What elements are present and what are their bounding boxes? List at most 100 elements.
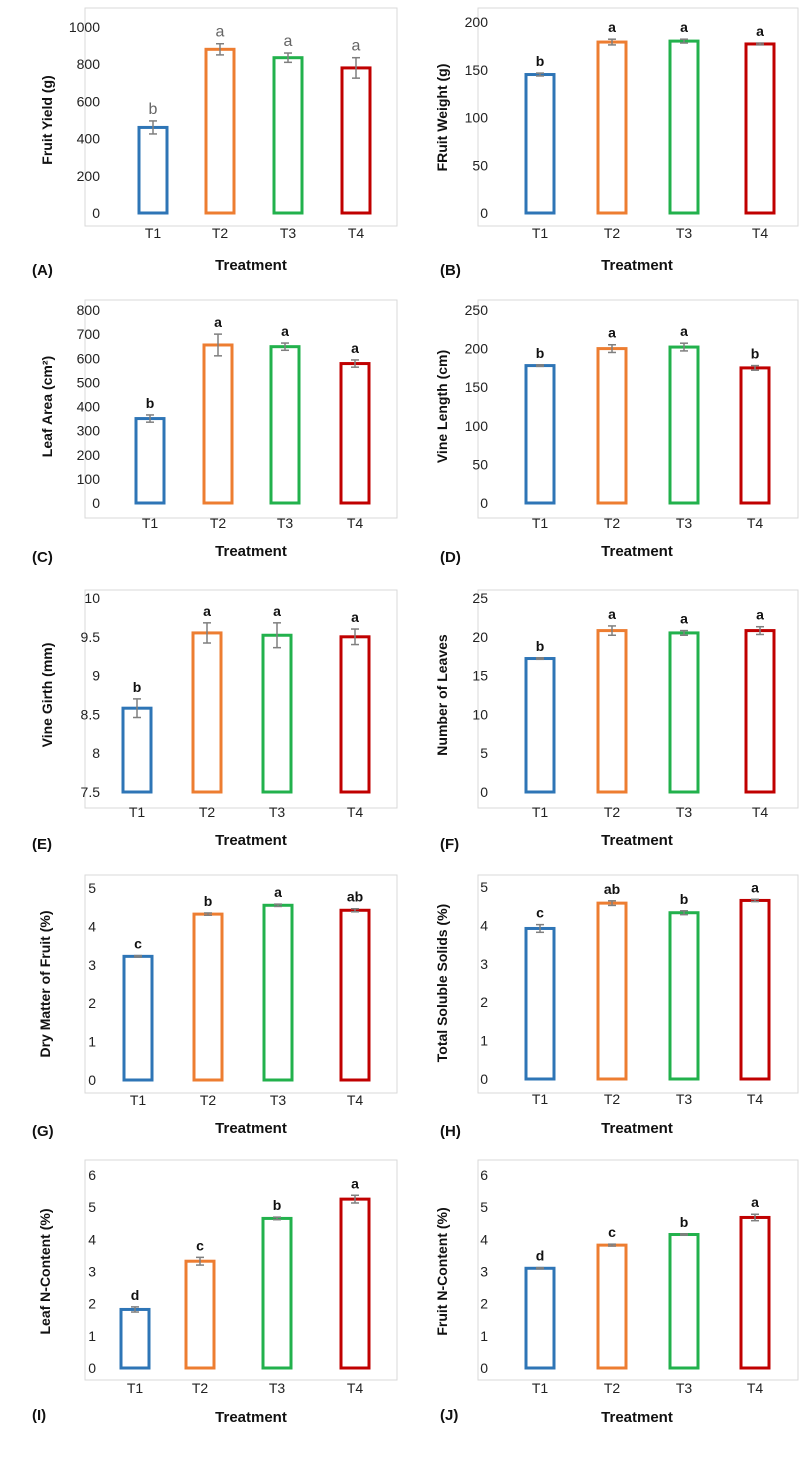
bar-T4 (339, 635, 371, 794)
y-tick-label: 25 (472, 590, 488, 606)
bar-T2 (202, 343, 234, 505)
y-tick-label: 1 (480, 1033, 488, 1049)
y-tick-label: 150 (465, 379, 489, 395)
chart-panel-6: 0 1 2 3 4 5 Dry Matter of Fruit (%) c T1 b T2 a T3 ab… (32, 874, 398, 1140)
error-bar (680, 629, 688, 636)
significance-letter: a (214, 314, 222, 330)
bar-T4 (744, 629, 776, 794)
bar-T3 (261, 1216, 293, 1370)
error-bar (149, 120, 157, 135)
plot-frame (84, 7, 398, 227)
error-bar (146, 414, 154, 423)
error-bar (608, 38, 616, 46)
y-tick-label: 10 (472, 706, 488, 722)
x-tick-label: T4 (747, 1091, 764, 1107)
significance-letter: b (536, 638, 545, 654)
y-tick-label: 4 (480, 917, 488, 933)
bar-T1 (122, 954, 154, 1082)
bar-T3 (668, 345, 700, 505)
significance-letter: a (680, 323, 688, 339)
plot-frame (84, 299, 398, 519)
y-tick-label: 6 (480, 1167, 488, 1183)
bar-T1 (524, 1266, 556, 1370)
chart-panel-0: 0 200 400 600 800 1000 Fruit Yield (g) b T1 a T2 a T… (32, 7, 398, 279)
bar-T3 (668, 39, 700, 215)
plot-frame (477, 874, 799, 1094)
error-bar (608, 343, 616, 354)
y-tick-label: 1 (88, 1328, 96, 1344)
panel-label: (I) (32, 1407, 46, 1424)
y-tick-label: 0 (480, 495, 488, 511)
bar-T2 (596, 1243, 628, 1370)
significance-letter: b (273, 1197, 282, 1213)
error-bar (608, 625, 616, 636)
y-tick-label: 5 (88, 880, 96, 896)
significance-letter: c (196, 1237, 204, 1253)
x-tick-label: T3 (277, 515, 294, 531)
y-axis-label: Fruit Yield (g) (39, 75, 55, 164)
y-tick-label: 100 (77, 471, 101, 487)
y-axis-label: Total Soluble Solids (%) (434, 904, 450, 1062)
y-tick-label: 1000 (69, 19, 100, 35)
error-bar (133, 698, 141, 719)
y-tick-label: 200 (77, 168, 101, 184)
x-tick-label: T4 (347, 1380, 364, 1396)
significance-letter: a (751, 879, 759, 895)
x-axis-label: Treatment (215, 543, 287, 560)
significance-letter: b (536, 345, 545, 361)
bar-T1 (137, 125, 169, 215)
chart-panel-7: 0 1 2 3 4 5 Total Soluble Solids (%) c T1 ab T2 b T3… (434, 874, 799, 1140)
bar-T2 (596, 40, 628, 215)
x-tick-label: T1 (532, 515, 549, 531)
y-tick-label: 50 (472, 456, 488, 472)
error-bar (680, 910, 688, 916)
significance-letter: a (756, 607, 764, 623)
y-axis-label: Dry Matter of Fruit (%) (37, 911, 53, 1058)
x-tick-label: T4 (752, 804, 769, 820)
x-tick-label: T4 (347, 1092, 364, 1108)
y-tick-label: 0 (480, 784, 488, 800)
y-tick-label: 0 (480, 1360, 488, 1376)
error-bar (680, 1233, 688, 1236)
x-axis-label: Treatment (601, 257, 673, 274)
y-tick-label: 500 (77, 374, 101, 390)
y-tick-label: 1 (88, 1034, 96, 1050)
y-tick-label: 250 (465, 302, 489, 318)
significance-letter: b (204, 893, 213, 909)
error-bar (536, 923, 544, 934)
bar-T2 (596, 347, 628, 505)
y-tick-label: 10 (84, 590, 100, 606)
bar-T4 (739, 366, 771, 505)
chart-panel-3: 0 50 100 150 200 250 Vine Length (cm) b T1 a T2 a T3… (434, 299, 799, 566)
y-tick-label: 400 (77, 131, 101, 147)
significance-letter: a (351, 340, 359, 356)
y-tick-label: 4 (480, 1231, 488, 1247)
y-tick-label: 600 (77, 93, 101, 109)
error-bar (134, 954, 142, 958)
panel-label: (G) (32, 1123, 54, 1140)
plot-frame (84, 874, 398, 1094)
y-axis-label: Leaf Area (cm²) (39, 356, 55, 457)
error-bar (608, 1243, 616, 1247)
y-tick-label: 5 (480, 1199, 488, 1215)
significance-letter: a (751, 1194, 759, 1210)
bar-T3 (272, 56, 304, 215)
error-bar (214, 333, 222, 357)
plot-frame (477, 7, 799, 227)
plot-frame (477, 1159, 799, 1381)
significance-letter: a (608, 19, 616, 35)
y-tick-label: 100 (465, 418, 489, 434)
significance-letter: b (149, 101, 158, 118)
significance-letter: a (608, 606, 616, 622)
chart-panel-5: 0 5 10 15 20 25 Number of Leaves b T1 a T2 a T3 a T4 Tr… (434, 589, 799, 853)
significance-letter: a (274, 884, 282, 900)
significance-letter: b (536, 53, 545, 69)
panel-label: (C) (32, 549, 53, 566)
x-axis-label: Treatment (215, 1409, 287, 1426)
panel-label: (A) (32, 262, 53, 279)
significance-letter: a (351, 1175, 359, 1191)
significance-letter: d (131, 1287, 140, 1303)
y-tick-label: 0 (480, 205, 488, 221)
x-tick-label: T1 (532, 225, 549, 241)
y-tick-label: 0 (480, 1071, 488, 1087)
